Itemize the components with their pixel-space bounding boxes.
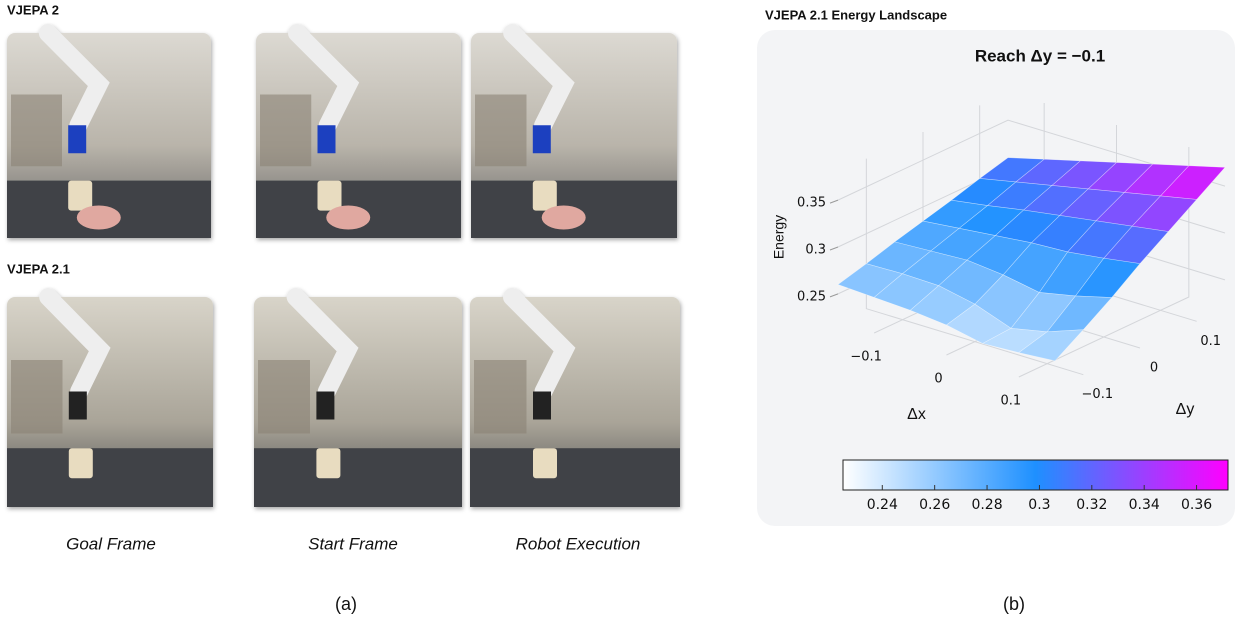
y-tick-label: −0.1 [1082, 387, 1114, 402]
z-axis-label: Energy [771, 215, 787, 259]
x-tick-label: 0.1 [1000, 394, 1021, 409]
shelf [11, 360, 63, 434]
colorbar-tick-label: 0.24 [867, 497, 898, 513]
shelf [11, 95, 62, 167]
cup [69, 448, 93, 478]
gripper [533, 392, 551, 420]
mug [542, 206, 586, 230]
figure: VJEPA 2 VJEPA 2.1 Goal Frame Start Frame… [0, 0, 1236, 621]
row-label: VJEPA 2.1 [7, 261, 70, 276]
photo [470, 297, 680, 507]
mug [326, 206, 370, 230]
y-tick-label: 0.1 [1200, 334, 1221, 349]
panel-label: (a) [335, 594, 357, 614]
colorbar-tick-label: 0.3 [1028, 497, 1050, 513]
caption: Goal Frame [66, 534, 156, 553]
gripper [318, 125, 336, 153]
panel-label: (b) [1003, 594, 1025, 614]
colorbar-tick-label: 0.32 [1076, 497, 1107, 513]
shelf [258, 360, 310, 434]
colorbar-tick-label: 0.34 [1129, 497, 1160, 513]
x-tick-label: 0 [934, 372, 942, 387]
x-tick-label: −0.1 [850, 350, 882, 365]
y-tick-label: 0 [1150, 361, 1158, 376]
z-tick-label: 0.3 [805, 243, 826, 258]
x-axis-label: Δx [907, 406, 926, 423]
gripper [69, 392, 87, 420]
cup [533, 181, 557, 211]
photo [471, 33, 677, 238]
photo-grid [7, 33, 680, 507]
shelf [474, 360, 527, 434]
panel-title: VJEPA 2.1 Energy Landscape [765, 7, 947, 22]
colorbar-tick-label: 0.28 [971, 497, 1002, 513]
table [254, 448, 462, 507]
cup [316, 448, 340, 478]
colorbar-tick-label: 0.36 [1181, 497, 1212, 513]
colorbar [843, 460, 1228, 490]
caption: Robot Execution [516, 534, 641, 553]
caption: Start Frame [308, 534, 398, 553]
mug [77, 206, 121, 230]
y-axis-label: Δy [1176, 401, 1195, 418]
shelf [260, 95, 311, 167]
z-tick-label: 0.35 [797, 196, 826, 211]
photo [7, 297, 213, 507]
chart-title: Reach Δy = −0.1 [975, 46, 1105, 65]
gripper [68, 125, 86, 153]
row-label: VJEPA 2 [7, 2, 59, 17]
photo [254, 297, 462, 507]
cup [533, 448, 557, 478]
table [470, 448, 680, 507]
photo [256, 33, 461, 238]
table [7, 448, 213, 507]
cup [68, 181, 92, 211]
gripper [533, 125, 551, 153]
cup [318, 181, 342, 211]
gripper [316, 392, 334, 420]
colorbar-tick-label: 0.26 [919, 497, 950, 513]
z-tick-label: 0.25 [797, 289, 826, 304]
shelf [475, 95, 527, 167]
photo [7, 33, 211, 238]
